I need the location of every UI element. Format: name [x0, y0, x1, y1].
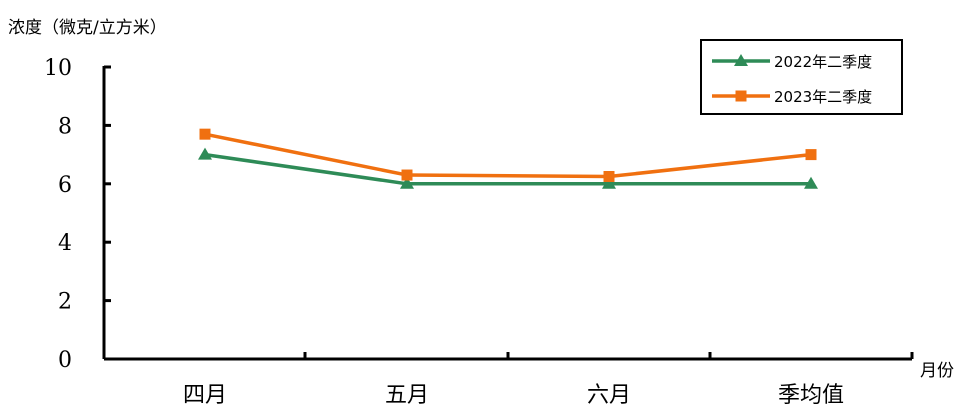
data-point: [805, 149, 817, 161]
data-point: [401, 169, 413, 181]
y-tick-label: 8: [58, 114, 72, 139]
y-tick-label: 6: [58, 173, 72, 198]
series-1: [198, 147, 818, 189]
series-2: [199, 128, 817, 182]
data-point: [602, 176, 616, 189]
data-point: [804, 176, 818, 189]
y-ticks: 0 2 4 6 8 10: [44, 56, 111, 373]
data-point: [199, 128, 211, 140]
x-category-label: 五月: [385, 383, 429, 408]
y-tick-label: 2: [58, 290, 72, 315]
axes: [102, 66, 914, 361]
data-point: [198, 147, 212, 160]
y-tick-label: 10: [44, 56, 72, 81]
data-point: [400, 176, 414, 189]
legend-marker: [734, 54, 748, 66]
legend-marker: [735, 90, 747, 102]
y-tick-label: 0: [58, 348, 72, 373]
series-layer: [198, 128, 818, 189]
legend: 2022年二季度 2023年二季度: [700, 39, 903, 115]
legend-entry: 2022年二季度: [712, 53, 872, 71]
y-axis-label: 浓度（微克/立方米）: [8, 18, 167, 38]
legend-entry: 2023年二季度: [712, 88, 872, 106]
x-axis-label: 月份: [920, 361, 954, 381]
x-category-label: 季均值: [778, 383, 844, 408]
y-tick-label: 4: [58, 231, 72, 256]
x-category-label: 四月: [183, 383, 227, 408]
legend-label: 2023年二季度: [774, 88, 872, 106]
data-point: [603, 171, 615, 182]
legend-label: 2022年二季度: [774, 53, 872, 71]
x-categories: 四月 五月 六月 季均值: [183, 383, 844, 408]
series-line: [204, 132, 812, 179]
series-line: [204, 152, 811, 186]
x-category-label: 六月: [587, 383, 631, 408]
legend-box: [700, 39, 903, 115]
